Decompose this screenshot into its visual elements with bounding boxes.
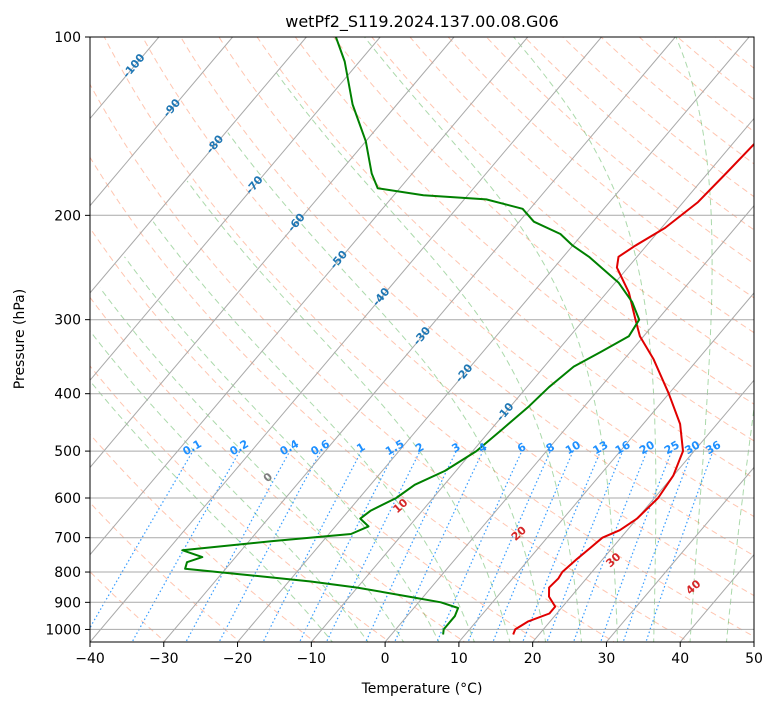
isotherm-line <box>90 37 529 556</box>
x-tick-label: −40 <box>75 651 105 667</box>
y-tick-label: 100 <box>54 30 81 46</box>
dry-adiabat-line <box>409 37 754 334</box>
dry-adiabat-line <box>180 37 754 557</box>
temperature-profile-line <box>512 142 754 635</box>
x-tick-label: 0 <box>381 651 390 667</box>
isotherm-line <box>163 37 676 642</box>
moist-adiabat-line <box>276 72 583 642</box>
dewpoint-profile-line <box>181 37 641 635</box>
y-tick-label: 500 <box>54 444 81 460</box>
mixing-ratio-line <box>393 450 484 642</box>
moist-adiabat-line <box>186 180 511 642</box>
y-tick-label: 900 <box>54 595 81 611</box>
y-tick-label: 600 <box>54 491 81 507</box>
y-tick-label: 800 <box>54 565 81 581</box>
moist-adiabat-line <box>90 380 334 642</box>
isotherm-line <box>606 466 754 642</box>
isotherm-line <box>310 117 754 642</box>
isotherm-line <box>90 37 381 382</box>
dry-adiabat-line <box>141 37 754 597</box>
isotherm-line <box>90 37 455 469</box>
isotherm-line <box>458 292 754 642</box>
axes: −40 −30 −20 −10 0 10 20 30 40 50 1000 900 800 700 600 5… <box>45 30 763 667</box>
dry-adiabat-line <box>90 227 541 642</box>
mixing-ratio-line <box>599 450 673 642</box>
y-tick-label: 700 <box>54 531 81 547</box>
isotherm-line <box>532 379 754 642</box>
moist-adiabat-line <box>152 221 475 642</box>
isotherm-line <box>237 37 750 642</box>
isotherm-line <box>90 37 602 642</box>
mixing-ratio-line <box>572 450 648 642</box>
x-tick-label: 20 <box>524 651 542 667</box>
profile-series <box>181 37 754 635</box>
y-tick-label: 300 <box>54 313 81 329</box>
mixing-ratio-line <box>90 450 194 629</box>
plot-frame <box>89 36 755 643</box>
x-tick-label: 30 <box>598 651 616 667</box>
mixing-ratio-line <box>645 450 714 642</box>
moist-adiabat-line <box>99 287 405 642</box>
x-tick-label: 10 <box>450 651 468 667</box>
isotherm-line <box>90 37 233 207</box>
y-axis-title: Pressure (hPa) <box>12 289 28 389</box>
mixing-ratio-line <box>218 450 322 642</box>
dry-adiabat-line <box>371 37 754 369</box>
mixing-ratio-line <box>622 450 693 642</box>
moist-adiabat-line <box>90 330 369 642</box>
dry-adiabat-line <box>90 156 616 642</box>
x-tick-label: 40 <box>671 651 689 667</box>
x-axis-title: Temperature (°C) <box>361 681 483 697</box>
x-tick-label: −10 <box>297 651 327 667</box>
isotherm-line <box>90 37 307 294</box>
moist-adiabat-line <box>124 256 440 642</box>
dry-adiabat-line <box>332 37 754 405</box>
background-lines <box>90 37 754 642</box>
x-tick-label: 50 <box>745 651 763 667</box>
y-tick-label: 400 <box>54 387 81 403</box>
y-tick-label: 1000 <box>45 622 81 638</box>
x-tick-label: −20 <box>223 651 253 667</box>
mixing-ratio-line <box>546 450 624 642</box>
x-tick-label: −30 <box>149 651 179 667</box>
y-tick-label: 200 <box>54 208 81 224</box>
chart-title: wetPf2_S119.2024.137.00.08.G06 <box>285 12 559 32</box>
